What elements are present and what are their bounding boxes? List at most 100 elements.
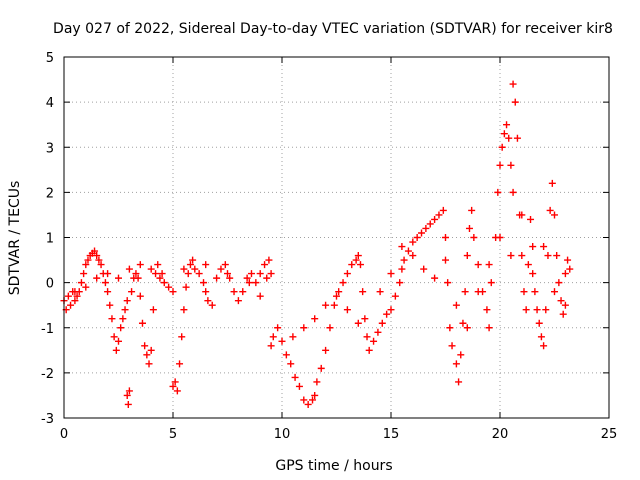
data-point [509,80,517,88]
data-point [143,351,151,359]
data-point [274,324,282,332]
data-point [498,143,506,151]
data-point [317,364,325,372]
data-point [136,261,144,269]
data-point [300,324,308,332]
axis-ticks: 0 5 10 15 20 25 -3 -2 -1 0 1 2 3 4 5 [41,51,617,442]
data-point [420,265,428,273]
y-tick-label: 4 [46,96,54,111]
data-point [84,256,92,264]
data-point [468,206,476,214]
data-point [513,134,521,142]
data-point [518,211,526,219]
data-point [204,297,212,305]
data-point [557,297,565,305]
data-point [256,292,264,300]
data-point [354,252,362,260]
data-point [457,351,465,359]
data-point [261,261,269,269]
data-point [452,301,460,309]
data-point [115,337,122,345]
data-point [311,391,319,399]
data-point [208,301,216,309]
data-point [169,288,177,296]
data-point [505,134,513,142]
data-point [239,288,247,296]
data-point [176,360,184,368]
data-point [404,247,412,255]
x-tick-label: 25 [601,427,618,442]
data-point [503,121,511,129]
data-point [418,229,426,237]
data-point [158,270,166,278]
data-point [119,315,127,323]
data-point [485,324,493,332]
data-point [186,261,194,269]
data-point [398,243,406,251]
data-point [67,301,75,309]
y-tick-label: 3 [46,141,54,156]
data-point [356,261,364,269]
data-point [566,265,574,273]
data-point [311,315,319,323]
data-point [202,261,210,269]
data-point [71,297,79,305]
data-point [374,328,382,336]
data-point [97,261,105,269]
data-point [354,319,362,327]
data-point [448,342,456,350]
data-point [544,252,552,260]
data-point [124,400,132,408]
data-point [553,252,561,260]
data-point [496,234,504,241]
x-tick-label: 15 [383,427,400,442]
data-point [487,279,495,287]
data-point [287,360,295,368]
data-point [387,306,395,314]
data-point [326,324,334,332]
data-point [474,261,482,269]
data-point [123,391,131,399]
data-point [540,342,548,350]
data-point [138,319,146,327]
data-point [226,274,234,282]
data-point [507,161,515,169]
data-point [217,265,225,273]
data-point [359,288,367,296]
chart-title: Day 027 of 2022, Sidereal Day-to-day VTE… [53,21,613,37]
data-point [546,206,554,214]
x-tick-label: 0 [60,427,68,442]
data-point [267,270,275,278]
data-point [339,279,347,287]
data-point [431,274,439,282]
data-point [561,270,569,278]
data-point [529,270,537,278]
data-point [322,301,330,309]
data-point [455,378,463,386]
data-point [252,279,260,287]
data-point [485,261,493,269]
data-point [221,261,229,269]
data-point [330,301,338,309]
y-tick-label: -1 [41,322,54,337]
data-point [104,270,112,278]
data-point [376,288,384,296]
data-point [300,396,308,404]
data-point [509,188,517,196]
data-point [115,274,122,282]
data-point [282,351,290,359]
data-point [160,279,168,287]
data-point [383,310,391,318]
data-point [147,265,155,273]
data-point [230,288,238,296]
data-point [542,306,550,314]
data-point [452,360,460,368]
data-point [564,256,572,264]
data-point [422,224,430,232]
data-point [64,292,72,300]
data-point [463,324,471,332]
data-point [343,306,351,314]
data-point [123,297,131,305]
data-point [291,373,299,381]
data-point [500,130,508,138]
